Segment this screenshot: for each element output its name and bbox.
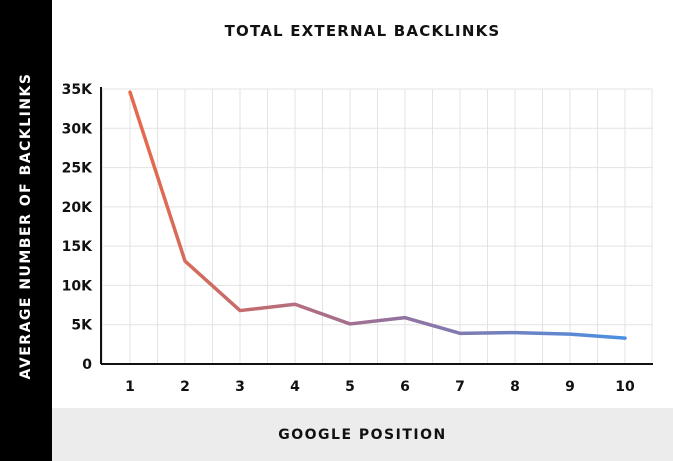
y-tick-label: 30K [62,121,93,137]
y-tick-label: 5K [71,318,93,334]
y-axis-band: AVERAGE NUMBER OF BACKLINKS [0,0,52,461]
x-tick-label: 8 [510,379,520,395]
x-tick-label: 10 [615,379,635,395]
series-line [128,90,627,340]
x-tick-label: 6 [400,379,410,395]
x-tick-label: 4 [290,379,300,395]
x-tick-label: 9 [565,379,575,395]
y-tick-label: 15K [62,239,93,255]
x-tick-label: 2 [180,379,190,395]
y-tick-label: 20K [62,200,93,216]
x-tick-label: 3 [235,379,245,395]
x-axis-band: GOOGLE POSITION [52,408,673,461]
x-axis-label: GOOGLE POSITION [278,426,447,443]
y-tick-label: 10K [62,278,93,294]
x-tick-label: 5 [345,379,355,395]
y-tick-label: 25K [62,161,93,177]
x-tick-label: 7 [455,379,465,395]
y-tick-label: 0 [82,357,92,373]
chart-title: TOTAL EXTERNAL BACKLINKS [224,22,501,40]
x-tick-label: 1 [125,379,135,395]
y-tick-label: 35K [62,82,93,98]
